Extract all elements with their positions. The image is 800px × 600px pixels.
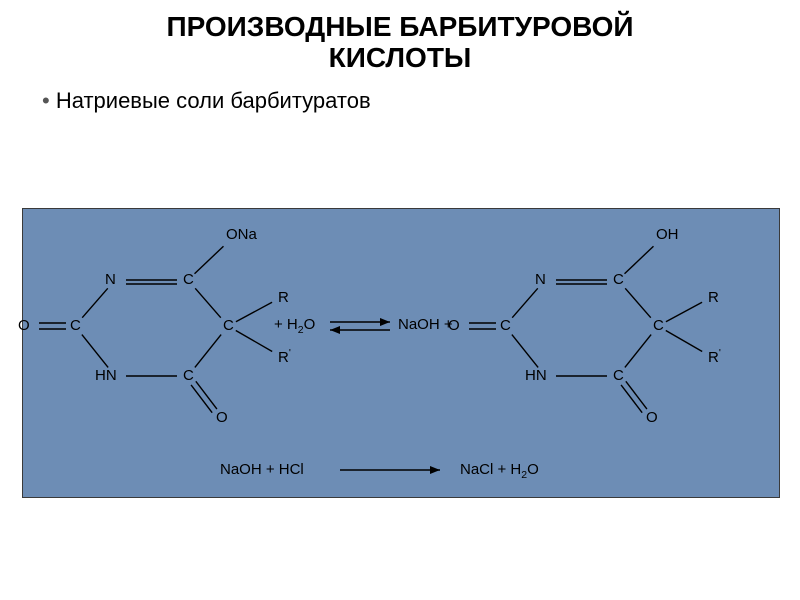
atom-c-bot-right: C bbox=[613, 367, 624, 384]
atom-c5-right: C bbox=[653, 317, 664, 334]
atom-n-right: N bbox=[535, 271, 546, 288]
sub-rprime-right: R' bbox=[708, 347, 721, 366]
atom-hn-right: HN bbox=[525, 367, 547, 384]
atom-c-left-side: C bbox=[70, 317, 81, 334]
sub-r-right: R bbox=[708, 289, 719, 306]
atom-hn-left: HN bbox=[95, 367, 117, 384]
atom-c-right-side: C bbox=[500, 317, 511, 334]
atom-c-bot-left: C bbox=[183, 367, 194, 384]
atom-c5-left: C bbox=[223, 317, 234, 334]
atom-n-left: N bbox=[105, 271, 116, 288]
atom-o-bot-left: O bbox=[216, 409, 228, 426]
atom-ona-left: ONa bbox=[226, 226, 257, 243]
atom-oh-right: OH bbox=[656, 226, 679, 243]
atom-o-left-side: O bbox=[18, 317, 30, 334]
sub-rprime-left: R' bbox=[278, 347, 291, 366]
sub-r-left: R bbox=[278, 289, 289, 306]
atom-o-bot-right: O bbox=[646, 409, 658, 426]
atom-c-top-right: C bbox=[613, 271, 624, 288]
reaction-svg bbox=[0, 0, 800, 600]
reagent-naoh: NaOH + bbox=[398, 316, 453, 333]
atom-c-top-left: C bbox=[183, 271, 194, 288]
rxn2-left: NaOH + HCl bbox=[220, 461, 304, 478]
reagent-h2o: + H2O bbox=[274, 316, 315, 336]
rxn2-right: NaCl + H2O bbox=[460, 461, 539, 481]
